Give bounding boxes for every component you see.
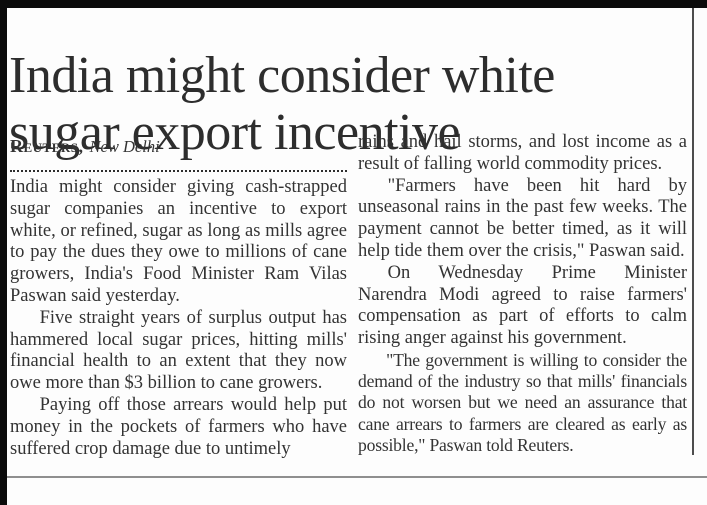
article-paragraph: "Farmers have been hit hard by unseasona… <box>358 175 687 261</box>
article-paragraph: Five straight years of surplus output ha… <box>10 307 347 394</box>
headline-line-1: India might consider white <box>9 46 555 104</box>
article-paragraph: "The government is willing to consider t… <box>358 349 687 455</box>
bottom-separator-rule <box>7 476 707 478</box>
dotted-separator <box>10 160 347 172</box>
article-paragraph: Paying off those arrears would help put … <box>10 394 347 459</box>
right-column-rule <box>692 8 694 455</box>
byline-location: New Delhi <box>89 137 160 156</box>
top-edge-bar <box>0 0 707 8</box>
article-column-left: India might consider giving cash-strappe… <box>10 177 347 460</box>
byline-agency: Reuters, <box>10 136 84 156</box>
left-edge-bar <box>0 0 7 505</box>
article-paragraph: On Wednesday Prime Minister Narendra Mod… <box>358 262 687 349</box>
article-paragraph: rains and hail storms, and lost income a… <box>358 132 687 174</box>
article-headline: India might consider white sugar export … <box>9 47 703 161</box>
article-paragraph: India might consider giving cash-strappe… <box>10 177 347 306</box>
article-column-right: rains and hail storms, and lost income a… <box>358 132 687 456</box>
headline-line-2: sugar export incentive <box>9 103 461 161</box>
byline: Reuters, New Delhi <box>10 136 350 157</box>
